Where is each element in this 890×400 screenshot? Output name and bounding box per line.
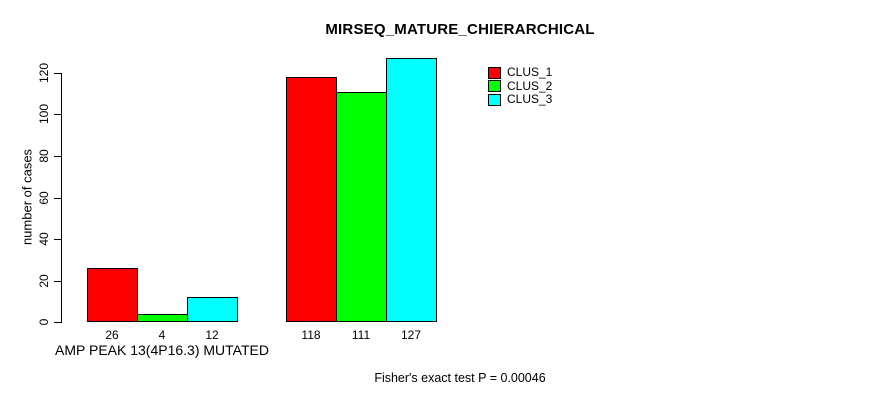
legend-swatch-icon: [488, 66, 501, 79]
legend-swatch-icon: [488, 93, 501, 106]
legend-swatch-icon: [488, 80, 501, 92]
y-tick: [54, 156, 61, 157]
legend-item-clus_3: CLUS_3: [488, 93, 552, 106]
y-tick: [54, 239, 61, 240]
legend: CLUS_1 CLUS_2 CLUS_3: [488, 66, 552, 107]
y-tick: [54, 114, 61, 115]
y-tick-label: 40: [37, 232, 51, 246]
y-tick-label: 100: [37, 103, 51, 125]
y-axis-line: [61, 73, 62, 323]
y-tick: [54, 73, 61, 74]
bar-clus_2-group2: [336, 92, 387, 322]
bar-value-label: 118: [301, 328, 321, 342]
bar-clus_1-group1: [87, 268, 138, 322]
y-axis-label: number of cases: [19, 148, 35, 246]
y-tick-label: 80: [37, 149, 51, 163]
chart-title: MIRSEQ_MATURE_CHIERARCHICAL: [325, 21, 595, 38]
bar-value-label: 111: [351, 328, 371, 342]
category-label: AMP PEAK 13(4P16.3) MUTATED: [55, 342, 269, 358]
legend-label: CLUS_3: [507, 92, 553, 106]
legend-label: CLUS_2: [507, 78, 553, 93]
y-tick-label: 20: [37, 274, 51, 288]
y-tick-label: 60: [37, 191, 51, 205]
y-tick-label: 120: [37, 62, 51, 84]
bar-clus_1-group2: [286, 77, 337, 322]
legend-item-clus_2: CLUS_2: [488, 78, 553, 93]
y-tick-label: 0: [37, 318, 51, 326]
bar-clus_3-group1: [187, 297, 238, 322]
bar-value-label: 12: [205, 328, 219, 342]
y-tick: [54, 322, 61, 323]
legend-label: CLUS_1: [507, 65, 553, 79]
y-tick: [54, 198, 61, 199]
legend-item-clus_1: CLUS_1: [488, 66, 552, 79]
y-tick: [54, 281, 61, 282]
bar-value-label: 4: [158, 328, 166, 342]
bar-clus_2-group1: [137, 314, 188, 322]
fisher-test-annotation: Fisher's exact test P = 0.00046: [374, 371, 546, 385]
bar-value-label: 26: [105, 328, 119, 342]
bar-clus_3-group2: [386, 58, 437, 322]
bar-value-label: 127: [400, 328, 422, 342]
